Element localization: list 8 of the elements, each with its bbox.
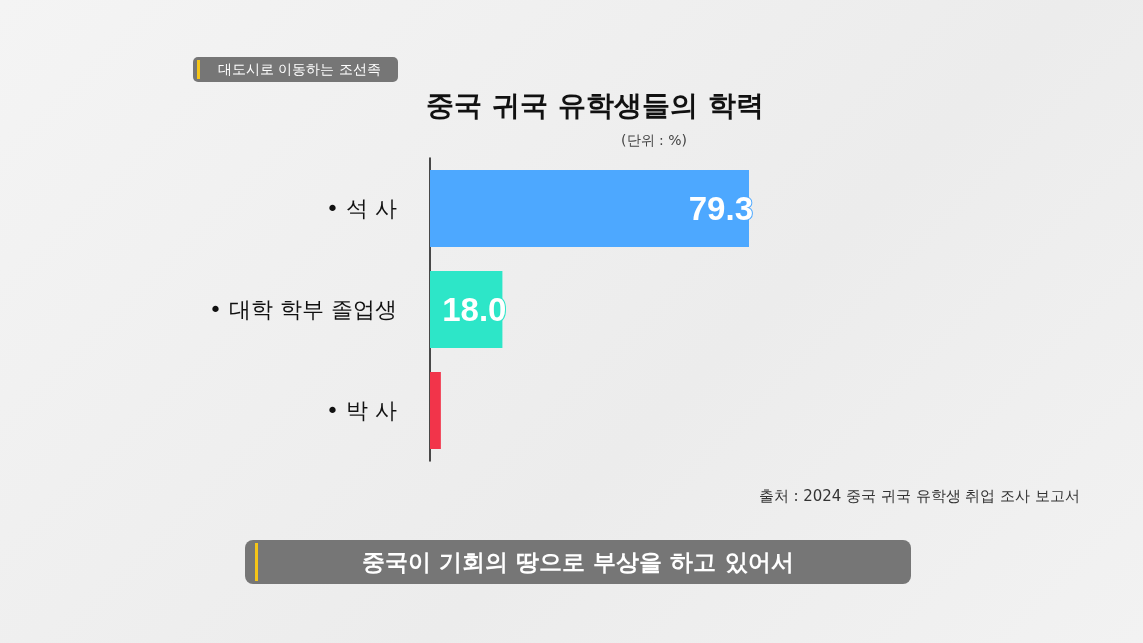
- tag-box: 대도시로 이동하는 조선족: [193, 57, 398, 82]
- chart-subtitle: (단위 : %): [621, 132, 687, 148]
- y-tick-label: • 박 사: [326, 398, 397, 423]
- y-tick-label: • 대학 학부 졸업생: [209, 297, 397, 322]
- source-note: 출처 : 2024 중국 귀국 유학생 취업 조사 보고서: [758, 487, 1080, 506]
- caption-box: 중국이 기회의 땅으로 부상을 하고 있어서: [245, 540, 911, 584]
- chart-title: 중국 귀국 유학생들의 학력: [426, 88, 764, 122]
- y-tick-label: • 석 사: [326, 196, 397, 221]
